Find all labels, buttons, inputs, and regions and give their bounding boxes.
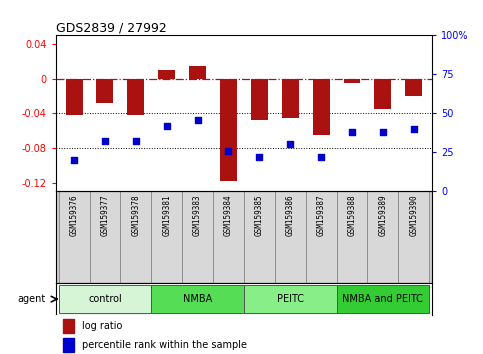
FancyBboxPatch shape [58,191,89,283]
Text: GSM159384: GSM159384 [224,194,233,235]
Text: GSM159385: GSM159385 [255,194,264,235]
Text: NMBA: NMBA [183,294,212,304]
Text: NMBA and PEITC: NMBA and PEITC [342,294,423,304]
FancyBboxPatch shape [89,191,120,283]
Text: GSM159388: GSM159388 [347,194,356,235]
Text: percentile rank within the sample: percentile rank within the sample [82,341,247,350]
Bar [251,79,268,120]
FancyBboxPatch shape [368,191,398,283]
FancyBboxPatch shape [337,285,429,314]
Text: GDS2839 / 27992: GDS2839 / 27992 [56,21,166,34]
Point [379,129,387,135]
Text: log ratio: log ratio [82,321,122,331]
Point [348,129,356,135]
FancyBboxPatch shape [120,191,151,283]
Text: GSM159390: GSM159390 [409,194,418,235]
Text: GSM159378: GSM159378 [131,194,141,235]
Point [317,154,325,160]
Bar [63,319,74,333]
Point [194,117,201,122]
FancyBboxPatch shape [244,285,337,314]
Bar [97,79,114,103]
Point [70,157,78,163]
Point [101,138,109,144]
FancyBboxPatch shape [244,191,275,283]
FancyBboxPatch shape [182,191,213,283]
Point [225,148,232,154]
Point [286,142,294,147]
Point [410,126,418,132]
Bar [313,79,329,135]
Point [256,154,263,160]
Text: GSM159376: GSM159376 [70,194,79,235]
Bar [189,66,206,79]
Bar [66,79,83,115]
Text: GSM159386: GSM159386 [286,194,295,235]
Bar [374,79,391,109]
Bar [63,338,74,352]
Bar [343,79,360,83]
FancyBboxPatch shape [337,191,368,283]
FancyBboxPatch shape [58,285,151,314]
FancyBboxPatch shape [213,191,244,283]
Text: GSM159381: GSM159381 [162,194,171,235]
Bar [158,70,175,79]
FancyBboxPatch shape [306,191,337,283]
FancyBboxPatch shape [151,285,244,314]
Point [163,123,170,129]
Bar [128,79,144,115]
Point [132,138,140,144]
Bar [282,79,298,119]
Text: agent: agent [18,294,46,304]
FancyBboxPatch shape [398,191,429,283]
FancyBboxPatch shape [151,191,182,283]
Text: PEITC: PEITC [277,294,304,304]
Text: GSM159383: GSM159383 [193,194,202,235]
Text: GSM159387: GSM159387 [317,194,326,235]
FancyBboxPatch shape [275,191,306,283]
Bar [405,79,422,96]
Text: control: control [88,294,122,304]
Text: GSM159389: GSM159389 [378,194,387,235]
Bar [220,79,237,181]
Text: GSM159377: GSM159377 [100,194,110,235]
